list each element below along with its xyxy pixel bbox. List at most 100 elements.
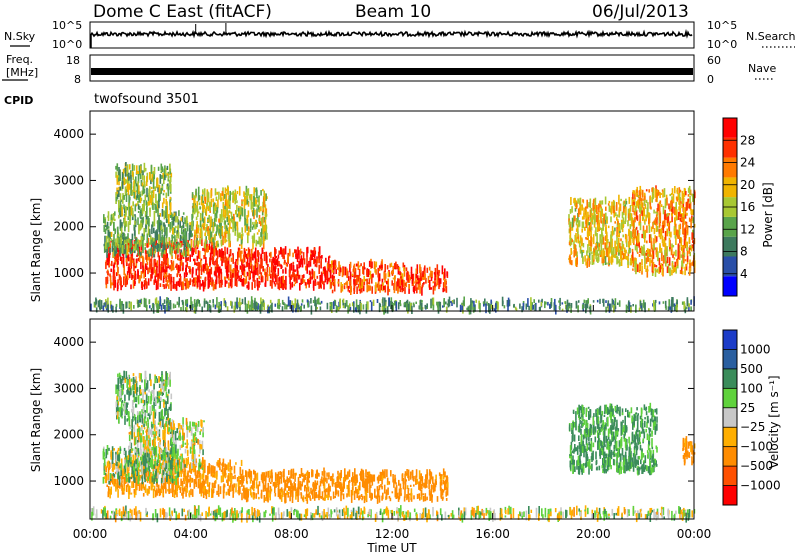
echo-cell: [299, 283, 301, 291]
echo-cell: [596, 205, 598, 214]
echo-cell: [294, 269, 296, 272]
echo-cell: [444, 280, 446, 288]
echo-cell: [576, 302, 578, 305]
echo-cell: [245, 196, 247, 200]
echo-cell: [273, 271, 275, 277]
echo-cell: [597, 215, 599, 225]
echo-cell: [366, 284, 368, 292]
echo-cell: [280, 264, 282, 269]
echo-cell: [335, 265, 337, 267]
echo-cell: [597, 300, 599, 303]
echo-cell: [204, 301, 206, 308]
echo-cell: [204, 188, 206, 196]
echo-cell: [123, 276, 125, 285]
echo-cell: [322, 471, 324, 476]
echo-cell: [177, 302, 179, 305]
echo-cell: [184, 244, 186, 249]
echo-cell: [214, 466, 216, 474]
echo-cell: [618, 195, 620, 205]
echo-cell: [379, 265, 381, 268]
echo-cell: [111, 282, 113, 285]
echo-cell: [387, 286, 389, 295]
echo-cell: [679, 187, 681, 194]
echo-cell: [637, 236, 639, 243]
echo-cell: [689, 268, 691, 273]
echo-cell: [637, 200, 639, 207]
echo-cell: [624, 221, 626, 224]
echo-cell: [139, 469, 141, 471]
echo-cell: [630, 213, 632, 221]
echo-cell: [293, 262, 295, 265]
echo-cell: [165, 277, 167, 281]
echo-cell: [592, 255, 594, 265]
echo-cell: [591, 227, 593, 231]
echo-cell: [250, 218, 252, 228]
echo-cell: [236, 205, 238, 212]
echo-cell: [636, 227, 638, 230]
echo-cell: [635, 305, 637, 313]
echo-cell: [185, 300, 187, 306]
noise-sky-label: N.Sky: [4, 30, 36, 43]
echo-cell: [633, 220, 635, 230]
echo-cell: [651, 188, 653, 192]
echo-cell: [314, 260, 316, 264]
echo-cell: [201, 196, 203, 205]
echo-cell: [254, 302, 256, 306]
echo-cell: [558, 300, 560, 302]
echo-cell: [617, 303, 619, 306]
echo-cell: [151, 174, 153, 182]
echo-cell: [136, 259, 138, 264]
echo-cell: [672, 263, 674, 267]
echo-cell: [229, 191, 231, 201]
echo-cell: [105, 277, 107, 285]
echo-cell: [200, 220, 202, 227]
echo-cell: [689, 196, 691, 204]
echo-cell: [641, 247, 643, 256]
echo-cell: [684, 234, 686, 241]
echo-cell: [663, 225, 665, 233]
echo-cell: [429, 493, 431, 501]
echo-cell: [363, 276, 365, 282]
echo-cell: [232, 273, 234, 278]
echo-cell: [606, 236, 608, 241]
echo-cell: [253, 197, 255, 207]
echo-cell: [225, 280, 227, 287]
echo-cell: [655, 199, 657, 202]
echo-cell: [213, 282, 215, 291]
echo-cell: [389, 264, 391, 268]
echo-cell: [262, 223, 264, 229]
echo-cell: [281, 276, 283, 286]
echo-cell: [588, 202, 590, 207]
echo-cell: [151, 165, 153, 174]
echo-cell: [246, 249, 248, 251]
echo-cell: [123, 265, 125, 275]
echo-cell: [610, 216, 612, 222]
echo-cell: [611, 251, 613, 255]
echo-cell: [422, 285, 424, 289]
echo-cell: [253, 211, 255, 216]
echo-cell: [598, 204, 600, 213]
echo-cell: [595, 243, 597, 246]
echo-cell: [142, 484, 144, 489]
echo-cell: [330, 305, 332, 310]
echo-cell: [392, 303, 394, 311]
echo-cell: [225, 464, 227, 469]
echo-cell: [111, 232, 113, 237]
echo-cell: [273, 482, 275, 486]
echo-cell: [126, 302, 128, 309]
echo-cell: [137, 239, 139, 241]
echo-cell: [241, 227, 243, 233]
echo-cell: [227, 483, 229, 486]
y-tick-label: 3000: [53, 173, 84, 187]
echo-cell: [686, 242, 688, 245]
echo-cell: [108, 491, 110, 497]
echo-cell: [667, 217, 669, 224]
echo-cell: [417, 280, 419, 282]
echo-cell: [662, 236, 664, 244]
echo-cell: [154, 204, 156, 210]
echo-cell: [157, 201, 159, 205]
echo-cell: [187, 257, 189, 261]
echo-cell: [452, 300, 454, 303]
echo-cell: [105, 262, 107, 269]
echo-cell: [117, 227, 119, 235]
